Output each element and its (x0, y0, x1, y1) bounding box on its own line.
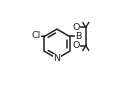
Text: B: B (76, 32, 82, 41)
Text: N: N (53, 54, 61, 63)
Text: Cl: Cl (31, 31, 40, 40)
Text: O: O (72, 41, 80, 50)
Text: O: O (72, 23, 80, 32)
